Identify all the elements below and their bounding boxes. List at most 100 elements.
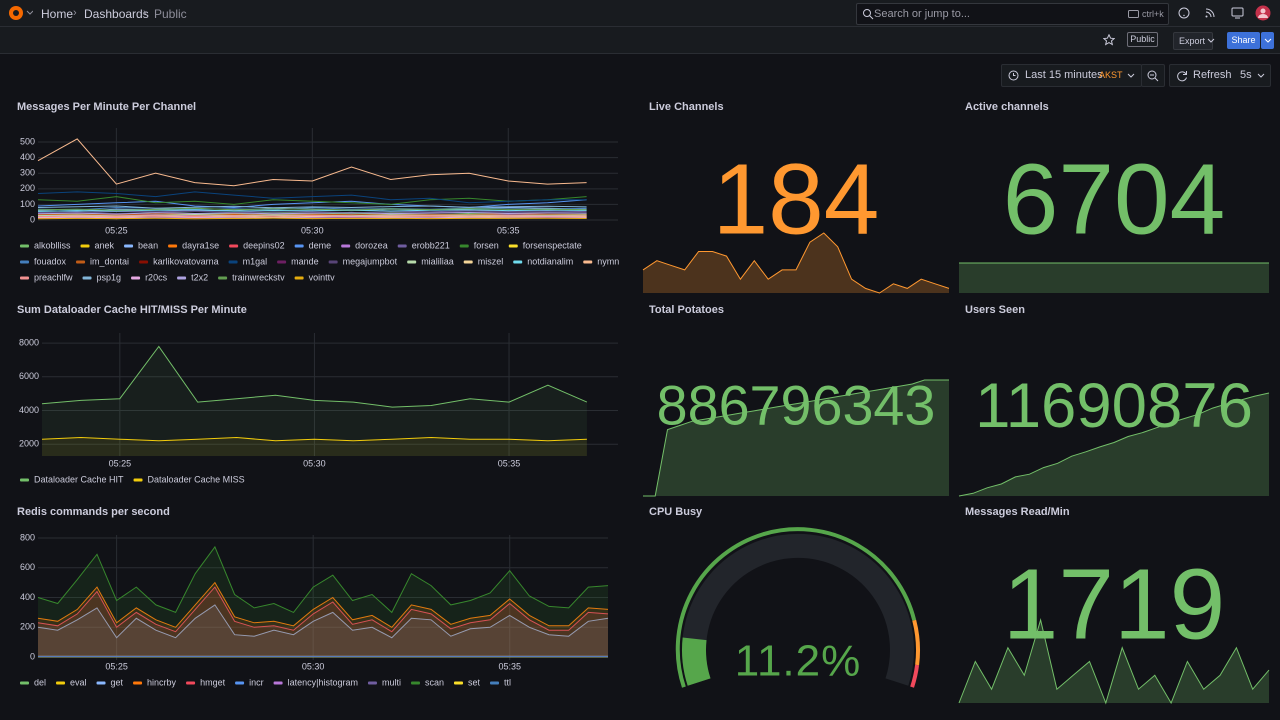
- x-tick-label: 05:30: [303, 458, 326, 468]
- sparkline-line: [643, 379, 949, 497]
- breadcrumb[interactable]: Home: [41, 7, 74, 21]
- legend-item[interactable]: deepins02: [229, 240, 285, 250]
- stat-value: 11690876: [975, 371, 1253, 441]
- y-tick-label: 4000: [19, 405, 39, 415]
- refresh-picker[interactable]: Refresh 5s: [1169, 64, 1271, 87]
- legend-label: multi: [382, 677, 401, 687]
- legend-item[interactable]: Dataloader Cache HIT: [20, 474, 124, 484]
- legend-label: alkoblliss: [34, 240, 71, 250]
- legend-item[interactable]: hmget: [186, 677, 226, 687]
- legend-label: r20cs: [145, 272, 168, 282]
- legend-item[interactable]: multi: [367, 677, 401, 687]
- search-box[interactable]: Search or jump to... ctrl+k: [856, 3, 1169, 25]
- panel-title: Messages Per Minute Per Channel: [17, 101, 196, 113]
- legend-item[interactable]: forsen: [459, 240, 499, 250]
- help-icon[interactable]: [1178, 7, 1190, 19]
- panel-canvas: Sum Dataloader Cache HIT/MISS Per Minute…: [17, 304, 618, 484]
- news-icon[interactable]: [1204, 7, 1216, 19]
- user-avatar[interactable]: [1255, 5, 1271, 21]
- legend-swatch: [131, 276, 141, 280]
- legend-item[interactable]: notdianalim: [513, 256, 573, 266]
- legend-item[interactable]: scan: [410, 677, 444, 687]
- legend-swatch: [294, 276, 304, 280]
- legend-label: eval: [70, 677, 87, 687]
- series-line: [41, 436, 587, 442]
- legend-item[interactable]: dorozea: [341, 240, 388, 250]
- legend-item[interactable]: megajumpbot: [328, 256, 398, 266]
- legend-item[interactable]: t2x2: [177, 272, 208, 282]
- legend-item[interactable]: hincrby: [133, 677, 177, 687]
- legend-item[interactable]: r20cs: [131, 272, 168, 282]
- legend-item[interactable]: bean: [124, 240, 158, 250]
- series-area: [38, 587, 608, 658]
- kiosk-icon[interactable]: [1231, 7, 1244, 19]
- legend-item[interactable]: karlikovatovarna: [139, 256, 219, 266]
- legend-item[interactable]: miszel: [463, 256, 504, 266]
- series-line: [37, 586, 609, 633]
- zoom-out-button[interactable]: [1141, 64, 1165, 87]
- star-icon[interactable]: [1103, 34, 1115, 46]
- panel: Messages Per Minute Per Channel 0 100 200 30…: [8, 95, 632, 295]
- chevron: [1264, 38, 1271, 43]
- legend-item[interactable]: psp1g: [82, 272, 122, 282]
- panel-title: CPU Busy: [649, 506, 703, 518]
- series-line: [37, 217, 587, 220]
- share-button[interactable]: Share: [1227, 32, 1260, 49]
- legend-swatch: [407, 260, 417, 264]
- dashboard-toolbar: Public Export Share: [0, 27, 1280, 54]
- panel: CPU Busy 11.2%: [640, 500, 952, 705]
- sparkline-area: [959, 263, 1269, 293]
- legend-swatch: [328, 260, 338, 264]
- legend-item[interactable]: dayra1se: [168, 240, 219, 250]
- legend-swatch: [513, 260, 523, 264]
- legend-item[interactable]: m1gal: [228, 256, 268, 266]
- legend-item[interactable]: set: [454, 677, 481, 687]
- grafana-logo[interactable]: [7, 4, 33, 22]
- legend-item[interactable]: latency|histogram: [273, 677, 358, 687]
- legend-item[interactable]: preachlfw: [20, 272, 73, 282]
- legend-swatch: [454, 681, 463, 685]
- legend-item[interactable]: mande: [277, 256, 319, 266]
- legend-item[interactable]: fouadox: [20, 256, 67, 266]
- legend-item[interactable]: alkoblliss: [20, 240, 71, 250]
- legend-item[interactable]: incr: [235, 677, 264, 687]
- legend-item[interactable]: get: [96, 677, 124, 687]
- legend-item[interactable]: erobb221: [397, 240, 450, 250]
- panel: Redis commands per second 0 200 400 600 800 05…: [8, 500, 632, 705]
- legend-swatch: [96, 681, 106, 685]
- sparkline-line: [958, 618, 1270, 705]
- legend-swatch: [20, 276, 29, 280]
- legend-item[interactable]: vointtv: [294, 272, 336, 282]
- legend-item[interactable]: forsenspectate: [508, 240, 582, 250]
- legend-item[interactable]: im_dontai: [76, 256, 129, 266]
- legend-label: preachlfw: [34, 272, 73, 282]
- legend-item[interactable]: del: [20, 677, 46, 687]
- legend-item[interactable]: eval: [56, 677, 87, 687]
- legend-label: Dataloader Cache MISS: [148, 474, 245, 484]
- chevron: [1257, 73, 1265, 78]
- legend-label: dorozea: [355, 240, 388, 250]
- legend-item[interactable]: nymn: [583, 256, 619, 266]
- time-range-picker[interactable]: Last 15 minutes AKST: [1001, 64, 1142, 87]
- legend-item[interactable]: Dataloader Cache MISS: [133, 474, 245, 484]
- panel-title: Sum Dataloader Cache HIT/MISS Per Minute: [17, 304, 247, 316]
- legend-item[interactable]: mialiliaa: [407, 256, 454, 266]
- legend-swatch: [341, 244, 351, 248]
- legend-item[interactable]: anek: [80, 240, 115, 250]
- legend-label: hincrby: [147, 677, 177, 687]
- y-tick-label: 0: [30, 214, 35, 224]
- sparkline-area: [959, 620, 1269, 703]
- legend-item[interactable]: ttl: [490, 677, 511, 687]
- legend-label: trainwreckstv: [232, 272, 285, 282]
- legend-swatch: [273, 681, 283, 685]
- legend-label: fouadox: [34, 256, 67, 266]
- breadcrumb[interactable]: Dashboards: [84, 7, 149, 21]
- legend-swatch: [133, 478, 143, 482]
- legend-swatch: [294, 244, 304, 248]
- y-tick-label: 100: [20, 199, 35, 209]
- share-dropdown[interactable]: [1261, 32, 1274, 49]
- y-tick-label: 300: [20, 168, 35, 178]
- legend-item[interactable]: trainwreckstv: [218, 272, 285, 282]
- legend-item[interactable]: deme: [294, 240, 332, 250]
- series-line: [37, 213, 587, 216]
